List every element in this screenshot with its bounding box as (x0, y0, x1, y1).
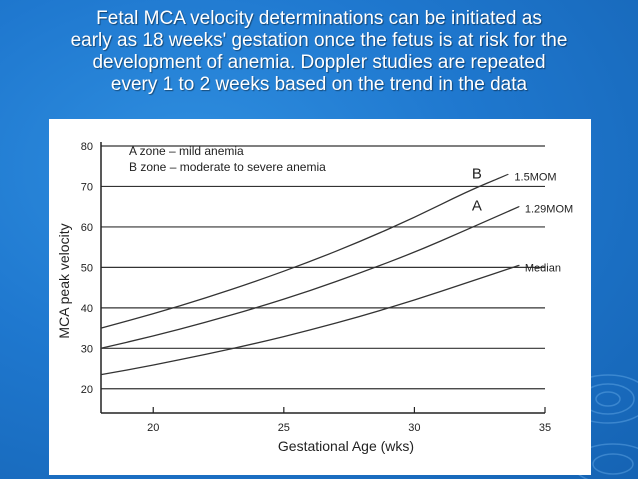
series-line (100, 264, 520, 376)
series-label: 1.5MOM (514, 171, 556, 183)
series-line (100, 173, 509, 329)
y-tick-label: 50 (81, 262, 93, 274)
mca-velocity-chart: A zone – mild anemia B zone – moderate t… (56, 141, 573, 454)
y-tick-label: 20 (81, 384, 93, 396)
y-tick-label: 70 (81, 181, 93, 193)
slide-title-line: Fetal MCA velocity determinations can be… (96, 8, 542, 29)
y-tick-label: 80 (81, 141, 93, 153)
x-axis-label: Gestational Age (wks) (278, 438, 414, 454)
series-label: Median (525, 262, 561, 274)
x-tick-label: 20 (147, 422, 159, 434)
x-tick-label: 35 (539, 422, 551, 434)
y-axis-label: MCA peak velocity (56, 223, 72, 338)
zone-label: A (472, 198, 482, 215)
y-tick-label: 40 (81, 303, 93, 315)
x-tick-label: 25 (278, 422, 290, 434)
chart-figure: A zone – mild anemia B zone – moderate t… (49, 119, 591, 475)
zone-label: B (472, 165, 482, 182)
legend-entry: A zone – mild anemia (129, 144, 244, 158)
x-tick-label: 30 (408, 422, 420, 434)
slide-title: Fetal MCA velocity determinations can be… (10, 8, 628, 96)
slide-title-line: every 1 to 2 weeks based on the trend in… (110, 74, 528, 95)
y-tick-label: 30 (81, 343, 93, 355)
legend-entry: B zone – moderate to severe anemia (129, 160, 326, 174)
slide-title-line: early as 18 weeks' gestation once the fe… (70, 30, 568, 51)
series-label: 1.29MOM (525, 204, 573, 216)
slide-title-line: development of anemia. Doppler studies a… (92, 52, 546, 73)
series-line (100, 206, 520, 349)
y-tick-label: 60 (81, 222, 93, 234)
